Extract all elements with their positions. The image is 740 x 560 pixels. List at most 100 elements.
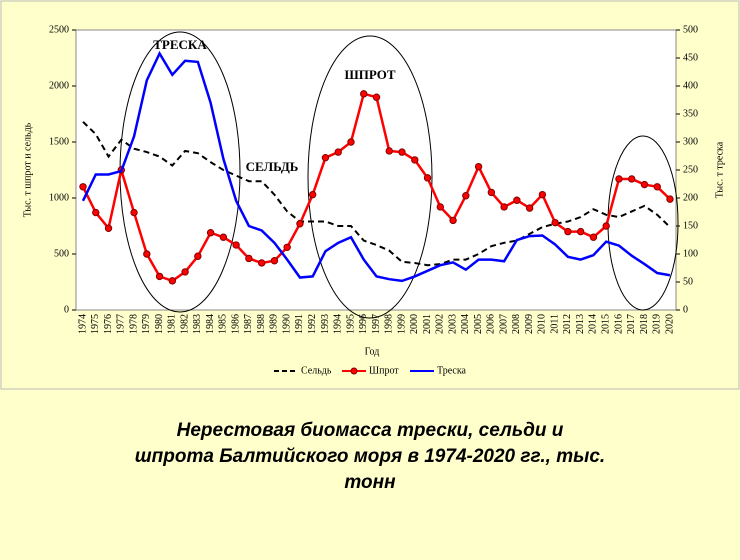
series-marker [500,203,508,211]
series-marker [232,241,240,249]
y-tick-label: 2000 [49,80,69,91]
series-marker [283,243,291,251]
chart: Тыс. т шпрот и сельдь Тыс. т треска Год … [0,0,740,390]
series-marker [436,203,445,211]
x-tick-label: 1985 [218,314,229,334]
x-tick-label: 2007 [498,314,509,334]
series-marker [143,250,151,258]
x-tick-label: 1992 [307,314,318,334]
x-tick-label: 1977 [116,314,127,334]
y2-tick-label: 250 [683,164,698,175]
x-tick-label: 1986 [230,314,241,334]
y-axis-title: Тыс. т шпрот и сельдь [22,122,33,217]
caption-line: шпрота Балтийского моря в 1974-2020 гг.,… [134,446,606,467]
series-marker [296,220,304,228]
legend-label: Шпрот [369,365,399,376]
x-tick-label: 2012 [562,314,573,334]
y2-tick-label: 0 [683,304,688,315]
series-marker [628,175,636,183]
series-marker [321,153,330,162]
series-marker [206,229,215,237]
x-tick-label: 1983 [192,314,203,334]
x-tick-label: 1991 [294,314,305,334]
series-marker [194,252,202,260]
series-marker [347,138,355,146]
y-tick-label: 1500 [49,136,69,147]
series-marker [334,148,342,156]
series-marker [462,192,470,200]
x-tick-label: 1984 [205,314,216,334]
series-marker [168,277,177,285]
series-marker [666,195,674,203]
x-tick-label: 1981 [167,314,178,334]
x-tick-label: 1996 [358,314,369,334]
x-tick-label: 1978 [128,314,139,334]
series-marker [589,233,598,241]
x-tick-label: 2008 [511,314,522,334]
caption: Нерестовая биомасса трески, сельди и шпро… [0,418,740,496]
y2-tick-label: 350 [683,108,698,119]
series-line [82,121,671,267]
series-marker [551,218,559,227]
caption-line: тонн [344,472,396,493]
series-marker [398,148,406,156]
legend-marker [350,367,358,375]
annotation: ШПРОТ [344,67,395,82]
x-tick-label: 1980 [154,314,165,334]
caption-line: Нерестовая биомасса трески, сельди и [176,420,564,441]
x-tick-label: 2020 [664,314,675,334]
x-tick-label: 2011 [549,314,560,334]
series-marker [602,222,610,230]
x-tick-label: 2009 [524,314,535,334]
highlight-ellipse [307,35,433,319]
x-tick-label: 1994 [333,314,344,334]
y2-tick-label: 200 [683,192,698,203]
x-tick-label: 1988 [256,314,267,334]
x-axis-title: Год [365,346,380,357]
series-marker [79,183,87,191]
y2-tick-label: 300 [683,136,698,147]
x-tick-label: 2010 [537,314,548,334]
series-marker [270,257,279,265]
series-marker [564,227,572,236]
x-tick-label: 2002 [435,314,446,334]
legend-label: Треска [437,365,467,376]
series-marker [360,90,368,98]
x-tick-label: 2015 [600,314,611,334]
x-tick-label: 1974 [77,314,88,334]
series-line [81,50,671,283]
plot-area [75,29,677,311]
y2-tick-label: 100 [683,248,698,259]
y2-tick-label: 400 [683,80,698,91]
y2-tick-label: 450 [683,52,698,63]
series-marker [449,216,457,225]
x-tick-label: 2004 [460,314,471,334]
series-marker [653,183,661,191]
series-marker [219,233,228,241]
y-tick-label: 0 [64,304,69,315]
series-marker [615,175,623,183]
series-marker [513,196,521,204]
series-marker [576,227,585,236]
series-marker [257,259,266,267]
series-marker [104,224,113,232]
series-marker [411,156,419,164]
x-tick-label: 1979 [141,314,152,334]
x-tick-label: 2013 [575,314,586,334]
annotation: ТРЕСКА [153,37,207,52]
x-tick-label: 1982 [179,314,190,334]
x-tick-label: 2001 [422,314,433,334]
x-tick-label: 1976 [103,314,114,334]
series-marker [245,254,253,263]
y2-tick-label: 50 [683,276,693,287]
x-tick-label: 2005 [473,314,484,334]
series-marker [92,208,100,217]
x-tick-label: 1990 [281,314,292,334]
series-marker [538,190,547,199]
x-tick-label: 2014 [588,314,599,334]
legend-label: Сельдь [301,365,332,376]
x-tick-label: 2003 [447,314,458,334]
x-tick-label: 1987 [243,314,254,334]
x-tick-label: 2016 [613,314,624,334]
